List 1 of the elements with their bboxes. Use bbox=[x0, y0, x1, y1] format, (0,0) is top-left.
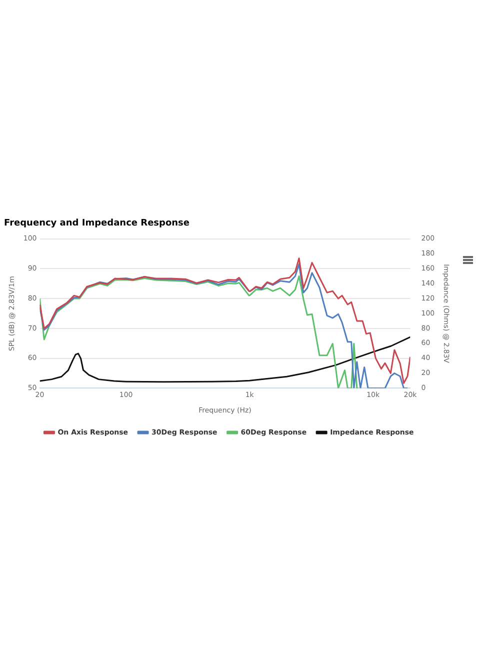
chart-title: Frequency and Impedance Response bbox=[4, 218, 190, 229]
